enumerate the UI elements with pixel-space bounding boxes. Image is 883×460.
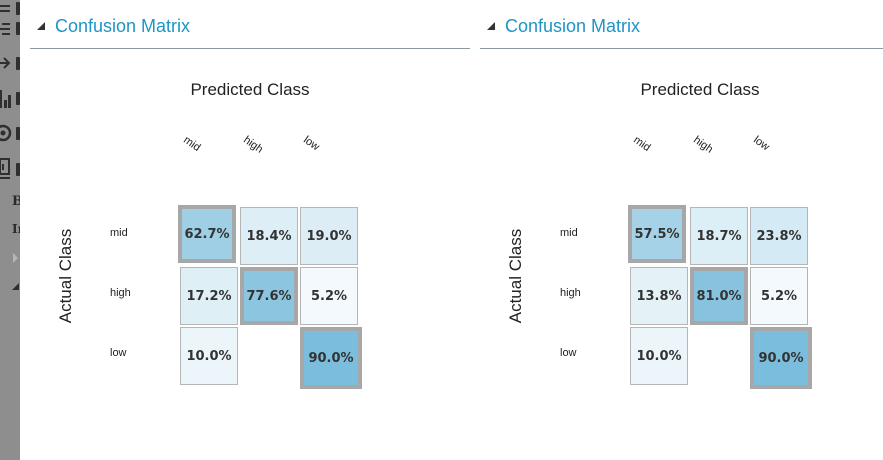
confusion-matrix-grid: 57.5% 18.7% 23.8% 13.8% 81.0% 5.2% 10.0%…	[628, 205, 812, 389]
report-icon[interactable]	[0, 158, 20, 182]
matrix-cell-mid-high[interactable]: 18.7%	[690, 207, 748, 265]
matrix-cell-mid-high[interactable]: 18.4%	[240, 207, 298, 265]
sidebar-section-in: In	[12, 222, 20, 236]
matrix-cell-low-mid[interactable]: 10.0%	[180, 327, 238, 385]
sidebar-item-label-4	[16, 92, 20, 105]
matrix-cell-high-high[interactable]: 81.0%	[690, 267, 748, 325]
matrix-cell-low-high[interactable]	[240, 327, 298, 385]
matrix-cell-high-mid[interactable]: 17.2%	[180, 267, 238, 325]
panel-title[interactable]: Confusion Matrix	[55, 16, 191, 36]
matrix-cell-mid-low[interactable]: 19.0%	[300, 207, 358, 265]
row-label-low: low	[110, 347, 127, 359]
matrix-cell-high-high[interactable]: 77.6%	[240, 267, 298, 325]
sidebar-item-label-3	[16, 57, 20, 70]
confusion-matrix-panel-2: Confusion Matrix Predicted Class mid hig…	[480, 0, 883, 460]
target-icon[interactable]	[0, 123, 20, 143]
column-label-high: high	[691, 134, 716, 156]
collapse-arrow-icon[interactable]	[0, 280, 20, 292]
sidebar-item-label-2	[16, 22, 20, 35]
matrix-cell-high-mid[interactable]: 13.8%	[630, 267, 688, 325]
collapse-list-icon[interactable]	[0, 2, 20, 18]
row-label-mid: mid	[110, 227, 128, 239]
column-label-low: low	[751, 134, 772, 154]
panel-title[interactable]: Confusion Matrix	[505, 16, 641, 36]
sidebar-section-b: B	[12, 194, 20, 209]
sidebar-item-label-6	[16, 163, 20, 176]
collapse-triangle-icon[interactable]	[487, 22, 497, 30]
matrix-cell-low-high[interactable]	[690, 327, 748, 385]
matrix-cell-mid-low[interactable]: 23.8%	[750, 207, 808, 265]
confusion-matrix-panel-1: Confusion Matrix Predicted Class mid hig…	[30, 0, 470, 460]
row-label-mid: mid	[560, 227, 578, 239]
actual-class-label: Actual Class	[506, 228, 525, 324]
matrix-cell-high-low[interactable]: 5.2%	[300, 267, 358, 325]
actual-class-label: Actual Class	[56, 228, 75, 324]
panel-header: Confusion Matrix	[480, 0, 883, 49]
predicted-class-label: Predicted Class	[190, 80, 310, 99]
align-icon[interactable]	[0, 20, 20, 38]
arrow-right-icon[interactable]	[0, 54, 20, 72]
row-label-high: high	[110, 287, 131, 299]
matrix-cell-high-low[interactable]: 5.2%	[750, 267, 808, 325]
confusion-matrix-grid: 62.7% 18.4% 19.0% 17.2% 77.6% 5.2% 10.0%…	[178, 205, 362, 389]
matrix-cell-mid-mid[interactable]: 62.7%	[178, 205, 236, 263]
sidebar-item-label-1	[16, 2, 20, 15]
sidebar-item-label-5	[16, 127, 20, 140]
column-label-high: high	[241, 134, 266, 156]
matrix-cell-low-low[interactable]: 90.0%	[300, 327, 362, 389]
matrix-cell-mid-mid[interactable]: 57.5%	[628, 205, 686, 263]
row-label-high: high	[560, 287, 581, 299]
column-label-mid: mid	[631, 134, 653, 155]
column-label-low: low	[301, 134, 322, 154]
panel-header: Confusion Matrix	[30, 0, 470, 49]
column-label-mid: mid	[181, 134, 203, 155]
expand-arrow-icon[interactable]	[0, 252, 20, 264]
predicted-class-label: Predicted Class	[640, 80, 760, 99]
collapse-triangle-icon[interactable]	[37, 22, 47, 30]
row-label-low: low	[560, 347, 577, 359]
bar-chart-icon[interactable]	[0, 88, 20, 110]
matrix-cell-low-mid[interactable]: 10.0%	[630, 327, 688, 385]
matrix-cell-low-low[interactable]: 90.0%	[750, 327, 812, 389]
left-sidebar: B In	[0, 0, 20, 460]
